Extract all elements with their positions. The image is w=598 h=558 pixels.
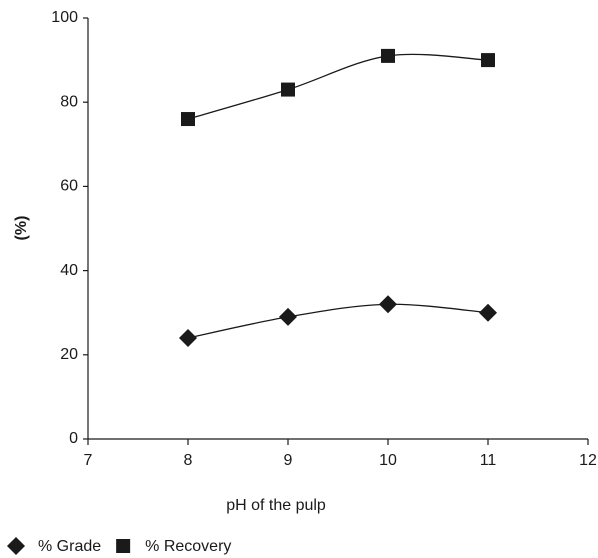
y-tick-label: 100 <box>51 9 78 26</box>
x-axis-label: pH of the pulp <box>226 497 326 514</box>
series-line <box>187 303 489 339</box>
data-point <box>181 112 195 127</box>
data-point <box>481 53 495 68</box>
y-tick-label: 40 <box>60 262 78 279</box>
y-tick-label: 80 <box>60 93 78 110</box>
data-point <box>379 295 397 314</box>
x-tick-label: 9 <box>284 452 293 469</box>
legend-marker <box>116 539 131 553</box>
y-tick-label: 20 <box>60 346 78 363</box>
data-point <box>479 303 497 322</box>
x-tick-label: 12 <box>579 452 597 469</box>
legend-marker <box>7 537 25 555</box>
series-line <box>187 53 489 120</box>
x-tick-label: 10 <box>379 452 397 469</box>
y-tick-label: 60 <box>60 178 78 195</box>
x-tick-label: 11 <box>480 452 497 469</box>
x-tick-label: 7 <box>84 452 93 469</box>
y-axis-label: (%) <box>13 216 30 241</box>
data-point <box>381 48 395 63</box>
legend-label: % Recovery <box>145 538 231 555</box>
data-point <box>281 82 295 97</box>
data-point <box>279 307 297 326</box>
y-tick-label: 0 <box>69 430 78 447</box>
x-tick-label: 8 <box>184 452 193 469</box>
data-point <box>179 328 197 347</box>
legend-label: % Grade <box>38 538 101 555</box>
